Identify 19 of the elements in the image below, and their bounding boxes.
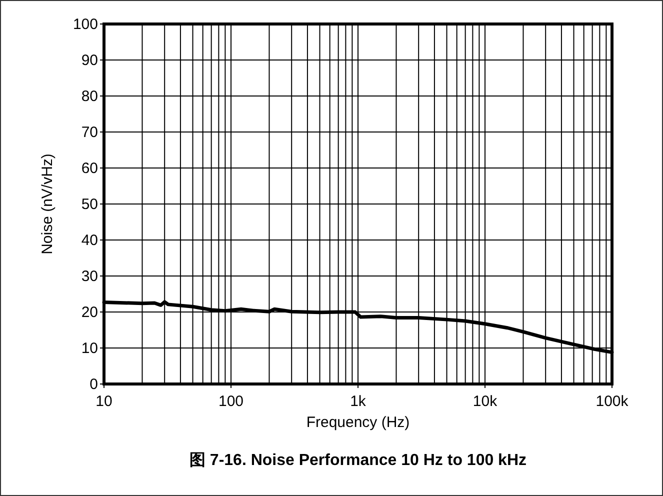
x-tick-label: 100	[218, 393, 244, 410]
y-tick-label: 10	[81, 340, 98, 357]
text: 图 7-16. Noise Performance 10 Hz to 100 kHz	[189, 452, 527, 469]
x-tick-label: 10	[96, 393, 112, 410]
y-tick-label: 100	[72, 16, 98, 33]
y-tick-label: 0	[90, 376, 98, 393]
y-tick-label: 40	[81, 232, 98, 249]
y-tick-label: 80	[81, 88, 98, 105]
x-tick-label: 1k	[350, 393, 366, 410]
x-axis-title: Frequency (Hz)	[306, 414, 410, 431]
y-tick-label: 90	[81, 52, 98, 69]
y-tick-label: 20	[81, 304, 98, 321]
y-tick-label: 70	[81, 124, 98, 141]
y-tick-label: 60	[81, 160, 98, 177]
x-tick-label: 10k	[472, 393, 498, 410]
y-axis-title: Noise (nV/vHz)	[39, 154, 56, 254]
y-tick-label: 50	[81, 196, 98, 213]
y-tick-label: 30	[81, 268, 98, 285]
x-tick-label: 100k	[596, 393, 629, 410]
